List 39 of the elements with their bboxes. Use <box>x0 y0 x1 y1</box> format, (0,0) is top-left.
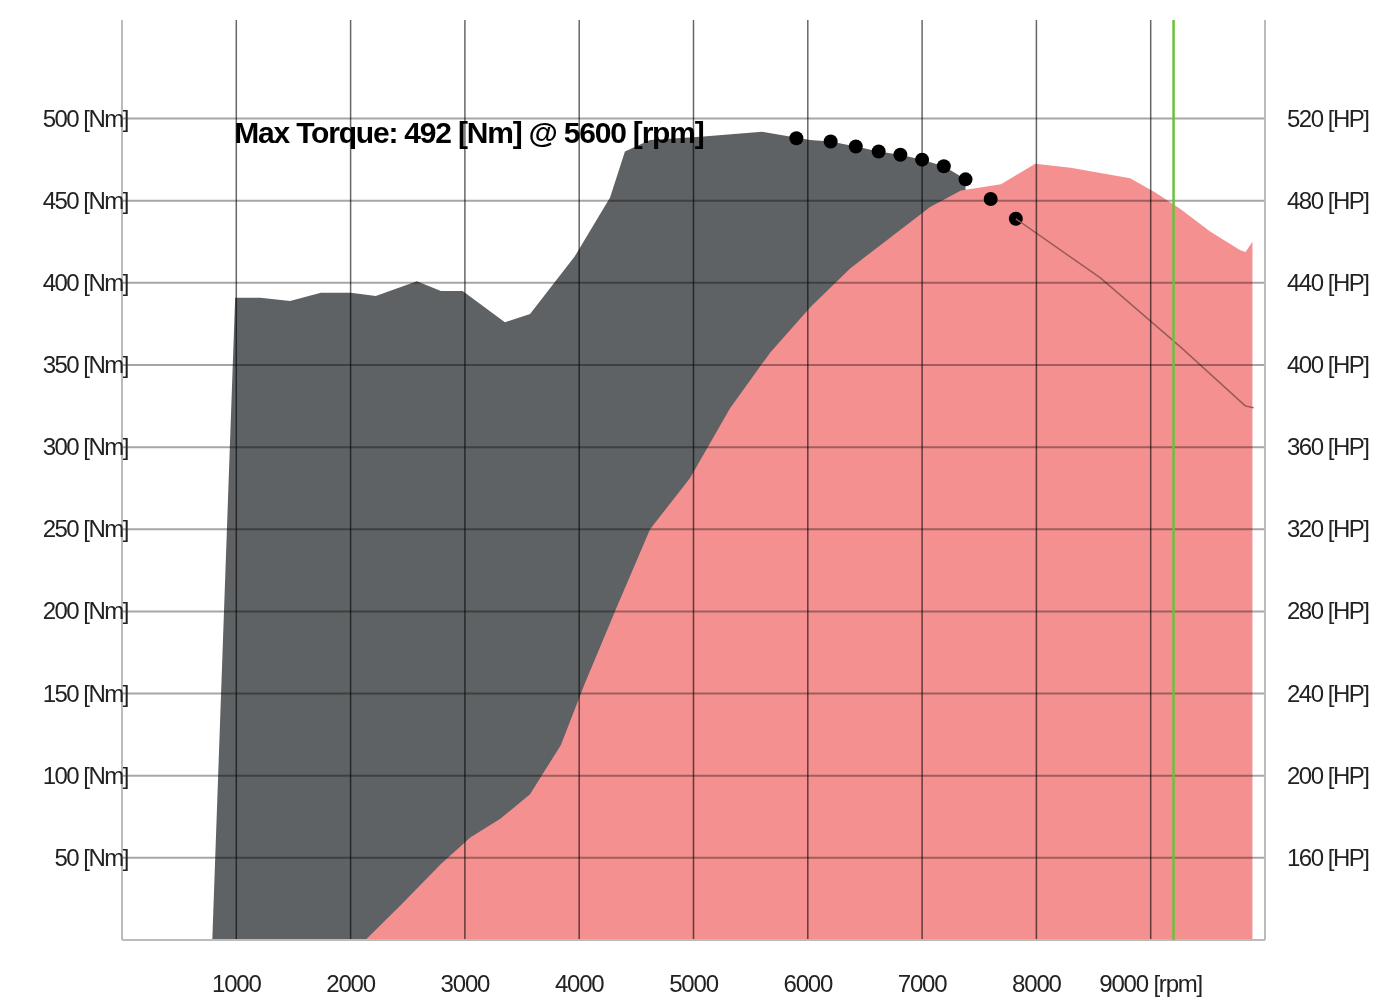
point <box>983 192 998 207</box>
point <box>789 131 804 146</box>
x-tick-label: 9000 [rpm] <box>1099 970 1203 997</box>
y2-tick-label: 320 [HP] <box>1287 515 1369 543</box>
y2-tick-label: 160 [HP] <box>1287 843 1369 871</box>
x-tick-label: 8000 <box>1012 970 1062 997</box>
point <box>893 147 908 162</box>
y2-tick-label: 440 [HP] <box>1287 268 1369 296</box>
y2-tick-label: 280 [HP] <box>1287 597 1369 625</box>
point <box>871 144 886 159</box>
y-tick-label: 150 [Nm] <box>42 679 128 707</box>
point <box>958 172 973 187</box>
point <box>848 139 863 154</box>
y-tick-label: 450 [Nm] <box>42 186 128 214</box>
y2-tick-label: 200 [HP] <box>1287 761 1369 789</box>
x-tick-label: 4000 <box>554 970 605 997</box>
point <box>936 159 951 174</box>
point <box>1008 211 1023 226</box>
y-tick-label: 250 [Nm] <box>42 515 128 543</box>
x-tick-label: 3000 <box>440 970 491 997</box>
y2-tick-label: 480 [HP] <box>1287 186 1369 214</box>
y-tick-label: 100 [Nm] <box>42 761 128 789</box>
y-tick-label: 500 [Nm] <box>42 104 128 132</box>
y2-tick-label: 240 [HP] <box>1287 679 1369 707</box>
y2-tick-label: 360 [HP] <box>1287 433 1369 461</box>
x-tick-label: 6000 <box>783 970 833 997</box>
y2-tick-label: 400 [HP] <box>1287 351 1369 378</box>
x-tick-label: 1000 <box>212 970 262 997</box>
x-tick-label: 2000 <box>326 970 376 997</box>
x-tick-label: 7000 <box>897 970 948 997</box>
y2-tick-label: 520 [HP] <box>1287 104 1369 132</box>
x-tick-label: 5000 <box>669 970 719 997</box>
y-tick-label: 50 [Nm] <box>54 843 128 871</box>
y-tick-label: 200 [Nm] <box>42 597 128 625</box>
point <box>823 134 838 149</box>
point <box>915 152 930 167</box>
y-tick-label: 300 [Nm] <box>42 433 128 461</box>
y-tick-label: 350 [Nm] <box>42 351 128 378</box>
y-tick-label: 400 [Nm] <box>42 268 128 296</box>
